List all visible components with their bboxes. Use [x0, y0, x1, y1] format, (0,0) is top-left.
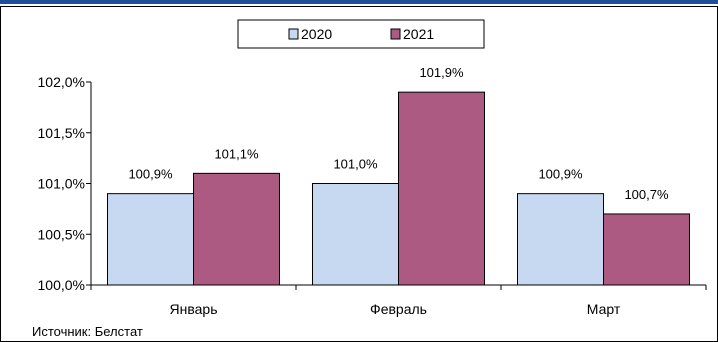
data-label: 100,9% [538, 167, 583, 182]
bars [107, 91, 690, 286]
bar-2021-Февраль [398, 91, 485, 286]
data-label: 101,1% [214, 146, 259, 161]
source-note: Источник: Белстат [32, 324, 143, 339]
data-label: 101,9% [419, 65, 464, 80]
bar-2020-Январь [107, 193, 194, 286]
legend-swatch [390, 28, 401, 40]
x-tick-label: Март [587, 301, 621, 317]
x-tick-label: Февраль [370, 301, 427, 317]
data-label: 101,0% [333, 157, 378, 172]
chart-area-border [0, 6, 718, 342]
legend: 2020 2021 [237, 19, 485, 49]
y-tick-label: 100,5% [38, 226, 85, 242]
y-tick-label: 101,0% [38, 176, 85, 192]
y-tick-label: 102,0% [38, 74, 85, 90]
data-label: 100,9% [128, 167, 173, 182]
bar-2021-Март [603, 213, 690, 286]
legend-label: 2021 [403, 26, 434, 42]
y-tick-label: 101,5% [38, 125, 85, 141]
x-tick-label: Январь [170, 301, 218, 317]
data-labels: 100,9% 101,1% 101,0% 101,9% 100,9% 100,7% [128, 65, 669, 202]
y-tick-label: 100,0% [38, 277, 85, 293]
bar-2021-Январь [193, 172, 280, 286]
axes: 100,0% 100,5% 101,0% 101,5% 102,0% Январь Февр… [38, 74, 707, 317]
data-label: 100,7% [624, 187, 669, 202]
legend-label: 2020 [301, 26, 332, 42]
bar-2020-Февраль [312, 183, 399, 286]
legend-swatch [288, 28, 299, 40]
bar-2020-Март [517, 193, 604, 286]
legend-box [237, 19, 485, 49]
